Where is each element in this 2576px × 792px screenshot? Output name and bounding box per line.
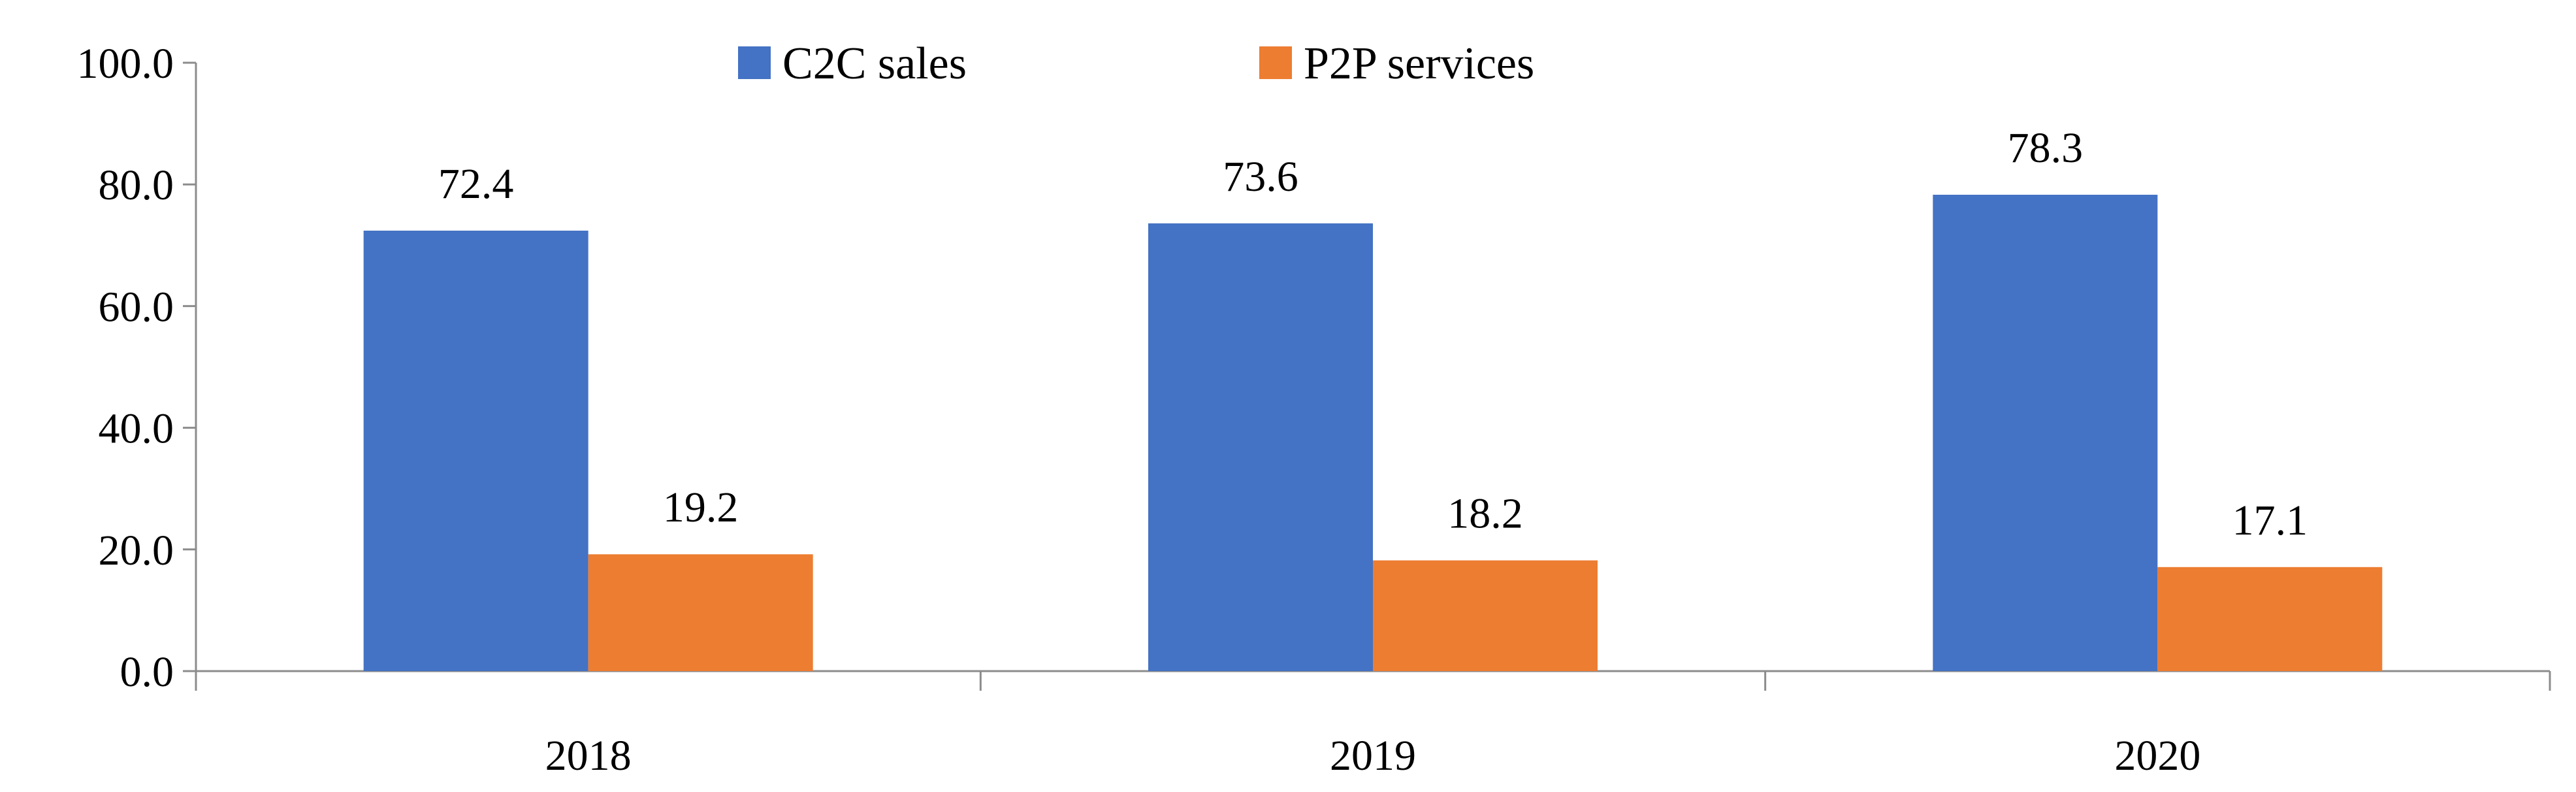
bar-p2p-services bbox=[1373, 560, 1598, 671]
data-labels: 72.4 73.6 78.3 19.2 18.2 17.1 bbox=[438, 124, 2308, 544]
bar-c2c-sales bbox=[1933, 195, 2158, 672]
x-tick-label: 2020 bbox=[2114, 732, 2200, 780]
data-label: 72.4 bbox=[438, 160, 514, 208]
bar-c2c-sales bbox=[1148, 223, 1373, 671]
legend-label: P2P services bbox=[1304, 39, 1534, 89]
x-tick-label: 2018 bbox=[545, 732, 632, 780]
x-axis: 2018 2019 2020 bbox=[195, 670, 2551, 780]
data-label: 19.2 bbox=[663, 484, 739, 531]
y-tick-label: 40.0 bbox=[99, 405, 174, 453]
legend: C2C sales P2P services bbox=[738, 39, 1534, 89]
y-tick-label: 80.0 bbox=[99, 161, 174, 209]
data-label: 78.3 bbox=[2008, 124, 2084, 172]
legend-swatch bbox=[1259, 46, 1292, 79]
y-tick-label: 20.0 bbox=[99, 527, 174, 574]
y-tick-label: 60.0 bbox=[99, 283, 174, 331]
y-axis: 0.0 20.0 40.0 60.0 80.0 100.0 bbox=[77, 40, 197, 696]
y-tick-label: 0.0 bbox=[120, 648, 174, 696]
legend-label: C2C sales bbox=[782, 39, 967, 89]
data-label: 18.2 bbox=[1447, 490, 1523, 538]
bars bbox=[363, 195, 2383, 672]
legend-swatch bbox=[738, 46, 771, 79]
bar-c2c-sales bbox=[363, 230, 588, 671]
y-tick-label: 100.0 bbox=[77, 40, 174, 88]
x-tick-label: 2019 bbox=[1330, 732, 1416, 780]
data-label: 17.1 bbox=[2232, 497, 2308, 544]
bar-p2p-services bbox=[2157, 567, 2383, 671]
bar-p2p-services bbox=[588, 554, 813, 671]
data-label: 73.6 bbox=[1223, 153, 1298, 201]
